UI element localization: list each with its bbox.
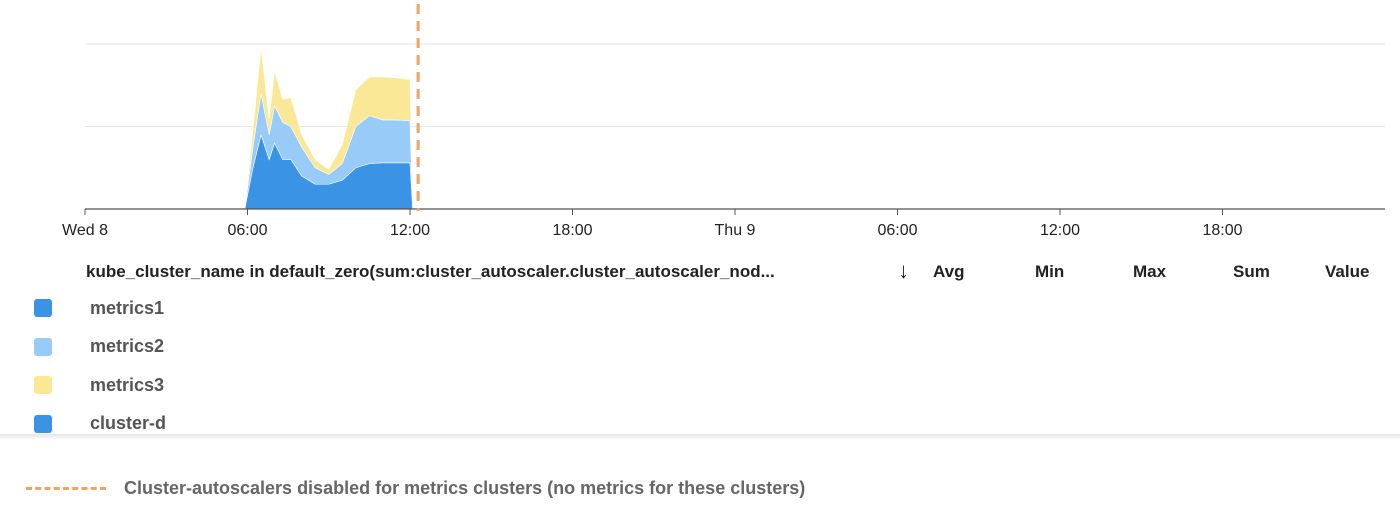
series-swatch (34, 414, 52, 433)
x-tick-label: 18:00 (1202, 222, 1242, 239)
series-swatch (34, 299, 52, 317)
series-swatch (34, 376, 52, 394)
legend-item-metrics3[interactable]: metrics3 (34, 373, 164, 397)
legend-query-header: kube_cluster_name in default_zero(sum:cl… (86, 262, 775, 281)
stacked-area-chart: Wed 8 06:00 12:00 18:00 Thu 9 06:00 12:00 18:00 (62, 4, 1385, 239)
series-name: metrics2 (90, 336, 165, 356)
legend-fade (0, 434, 1400, 440)
legend-item-cluster-d[interactable]: cluster-d (34, 412, 166, 436)
x-tick-label: Wed 8 (62, 222, 108, 239)
column-sum[interactable]: Sum (1233, 262, 1270, 281)
legend-item-metrics2[interactable]: metrics2 (34, 335, 164, 359)
column-value[interactable]: Value (1325, 262, 1370, 281)
column-max[interactable]: Max (1133, 262, 1167, 281)
x-tick-label: 06:00 (227, 222, 267, 239)
dashed-line-icon (26, 487, 106, 490)
annotation-legend: Cluster-autoscalers disabled for metrics… (26, 478, 805, 499)
series-name: metrics3 (90, 374, 165, 395)
series-swatch (34, 337, 52, 356)
column-min[interactable]: Min (1035, 262, 1065, 281)
x-tick-label: Thu 9 (715, 222, 756, 239)
x-tick-label: 12:00 (390, 222, 430, 239)
legend-item-metrics1[interactable]: metrics1 (34, 296, 164, 320)
arrow-down-icon[interactable]: ↓ (898, 258, 909, 283)
series-name: cluster-d (90, 413, 167, 433)
x-tick-label: 18:00 (552, 222, 592, 239)
column-avg[interactable]: Avg (933, 262, 965, 281)
series-name: metrics1 (90, 297, 165, 318)
x-tick-label: 12:00 (1040, 222, 1080, 239)
x-tick-label: 06:00 (877, 222, 917, 239)
annotation-label: Cluster-autoscalers disabled for metrics… (124, 478, 806, 498)
